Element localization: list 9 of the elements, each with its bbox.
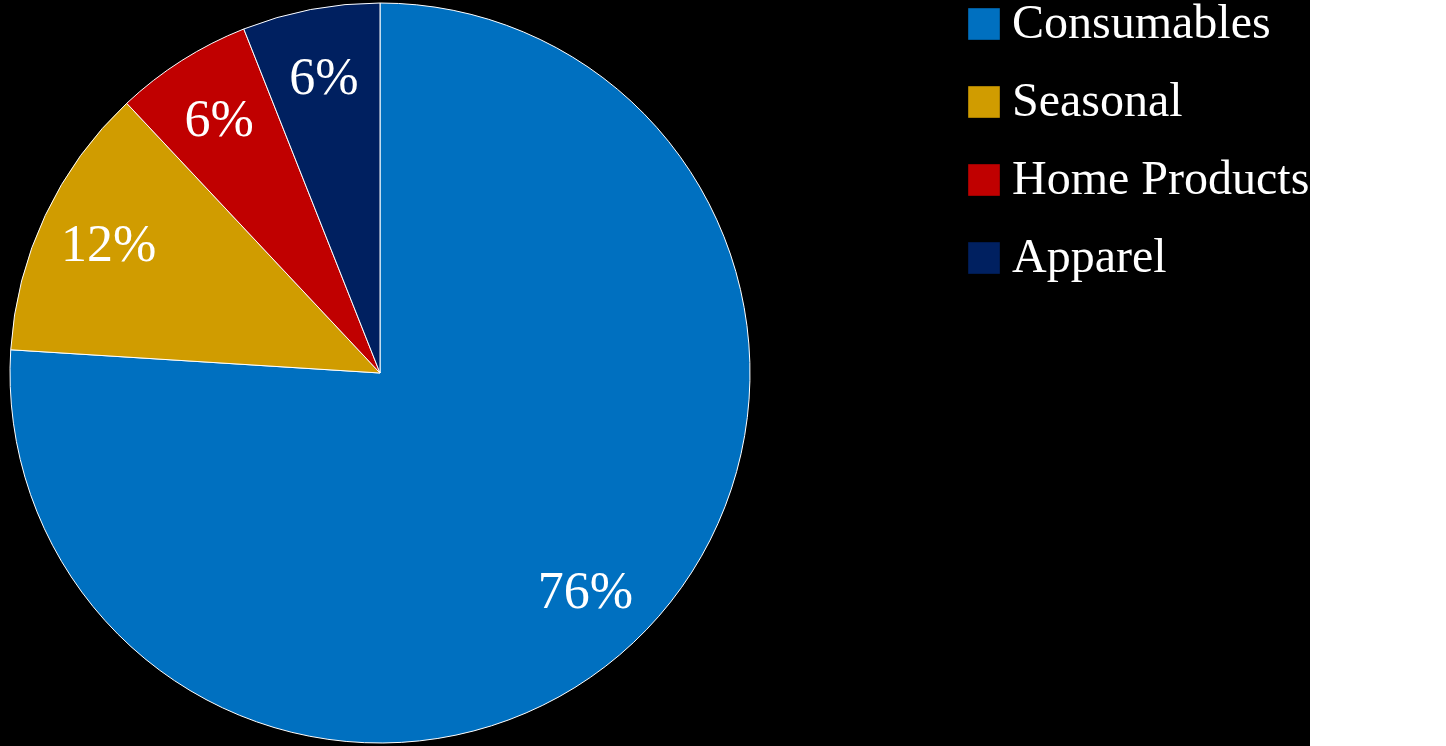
pie-slice (10, 2, 751, 744)
legend-label: Consumables (1012, 0, 1271, 48)
legend-label: Apparel (1012, 229, 1167, 282)
data-label: 12% (60, 215, 157, 273)
data-label: 6% (289, 48, 359, 106)
data-label: 76% (537, 561, 634, 619)
legend-label: Home Products (1012, 151, 1310, 204)
data-label: 6% (184, 89, 254, 147)
legend-label: Seasonal (1012, 73, 1183, 126)
